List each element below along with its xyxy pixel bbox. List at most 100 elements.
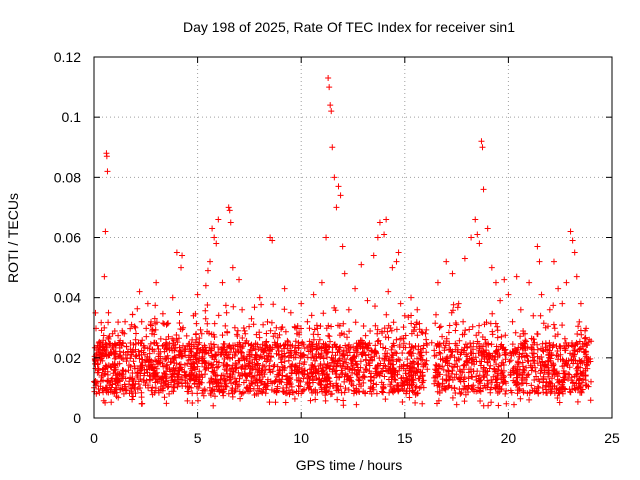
data-point bbox=[374, 234, 381, 241]
data-point bbox=[484, 225, 491, 232]
data-point bbox=[122, 318, 129, 325]
data-point bbox=[480, 186, 487, 193]
y-tick-label: 0 bbox=[73, 410, 81, 426]
data-point bbox=[352, 285, 359, 292]
data-point bbox=[517, 306, 524, 313]
x-tick-label: 25 bbox=[604, 430, 620, 446]
data-point bbox=[213, 240, 220, 247]
x-tick-label: 5 bbox=[194, 430, 202, 446]
data-point bbox=[586, 336, 593, 343]
data-point bbox=[509, 318, 516, 325]
data-point bbox=[111, 360, 118, 367]
data-point bbox=[318, 279, 325, 286]
y-tick-label: 0.04 bbox=[54, 290, 81, 306]
data-point bbox=[397, 300, 404, 307]
data-point bbox=[194, 291, 201, 298]
data-point bbox=[273, 324, 280, 331]
data-point bbox=[256, 294, 263, 301]
data-point bbox=[101, 273, 108, 280]
data-point bbox=[538, 291, 545, 298]
data-point bbox=[109, 330, 116, 337]
data-point bbox=[198, 330, 205, 337]
data-point bbox=[331, 174, 338, 181]
data-point bbox=[105, 309, 112, 316]
y-tick-label: 0.08 bbox=[54, 169, 81, 185]
data-point bbox=[567, 228, 574, 235]
data-point bbox=[472, 216, 479, 223]
data-point bbox=[209, 225, 216, 232]
data-point bbox=[573, 273, 580, 280]
data-point bbox=[492, 279, 499, 286]
data-point bbox=[542, 324, 549, 331]
data-point bbox=[434, 279, 441, 286]
data-point bbox=[179, 252, 186, 259]
y-tick-label: 0.12 bbox=[54, 49, 81, 65]
data-point bbox=[389, 264, 396, 271]
data-point bbox=[202, 282, 209, 289]
data-point bbox=[428, 339, 435, 346]
data-point bbox=[401, 312, 408, 319]
data-point bbox=[225, 204, 232, 211]
data-point bbox=[358, 261, 365, 268]
data-point bbox=[364, 297, 371, 304]
data-point bbox=[229, 264, 236, 271]
data-point bbox=[190, 312, 197, 319]
data-point bbox=[157, 348, 164, 355]
data-point bbox=[326, 84, 333, 91]
y-tick-label: 0.1 bbox=[62, 109, 82, 125]
data-point bbox=[102, 228, 109, 235]
data-point bbox=[226, 207, 233, 214]
data-point bbox=[298, 300, 305, 307]
x-tick-label: 20 bbox=[501, 430, 517, 446]
data-point bbox=[207, 258, 214, 265]
data-point bbox=[329, 144, 336, 151]
data-point bbox=[337, 192, 344, 199]
data-point bbox=[97, 342, 104, 349]
data-point bbox=[341, 270, 348, 277]
data-point bbox=[304, 318, 311, 325]
data-point bbox=[488, 264, 495, 271]
data-point bbox=[103, 153, 110, 160]
data-point bbox=[569, 237, 576, 244]
data-point bbox=[328, 108, 335, 115]
data-point bbox=[242, 330, 249, 337]
data-point bbox=[140, 342, 147, 349]
data-point bbox=[107, 348, 114, 355]
data-point bbox=[136, 288, 143, 295]
data-point bbox=[335, 183, 342, 190]
data-point bbox=[227, 219, 234, 226]
data-point bbox=[563, 279, 570, 286]
data-point bbox=[505, 291, 512, 298]
data-point bbox=[323, 234, 330, 241]
data-point bbox=[144, 300, 151, 307]
data-point bbox=[267, 234, 274, 241]
data-point bbox=[169, 294, 176, 301]
data-point bbox=[294, 330, 301, 337]
data-point bbox=[104, 168, 111, 175]
data-point bbox=[99, 357, 106, 364]
data-point bbox=[530, 312, 537, 319]
data-point bbox=[536, 258, 543, 265]
data-point bbox=[479, 144, 486, 151]
chart-title: Day 198 of 2025, Rate Of TEC Index for r… bbox=[183, 19, 515, 35]
data-point bbox=[474, 231, 481, 238]
axes: 0 5 10 15 20 25 0 0.02 0.04 0.06 0.08 0.1 0.12 bbox=[54, 49, 620, 446]
dense-point-cloud bbox=[91, 301, 595, 409]
data-point bbox=[211, 234, 218, 241]
data-point bbox=[231, 324, 238, 331]
data-point bbox=[582, 327, 589, 334]
data-point bbox=[521, 330, 528, 337]
data-point bbox=[345, 306, 352, 313]
data-point bbox=[408, 294, 415, 301]
data-point bbox=[178, 264, 185, 271]
data-point bbox=[476, 240, 483, 247]
data-point bbox=[513, 273, 520, 280]
data-point bbox=[223, 309, 230, 316]
data-point bbox=[215, 216, 222, 223]
data-point bbox=[149, 330, 156, 337]
x-tick-label: 10 bbox=[293, 430, 309, 446]
data-point bbox=[128, 351, 135, 358]
data-point bbox=[555, 285, 562, 292]
data-point bbox=[381, 231, 388, 238]
data-point bbox=[184, 342, 191, 349]
